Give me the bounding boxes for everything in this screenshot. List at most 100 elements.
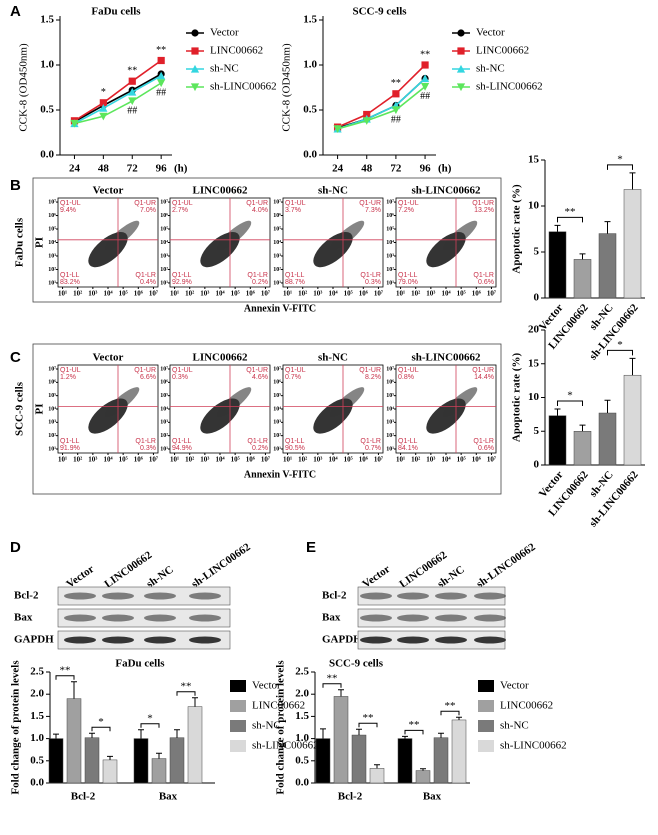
x-tick-label: 10¹ — [170, 290, 179, 298]
bar — [623, 374, 642, 466]
y-tick-label: 5 — [534, 425, 540, 437]
x-tick-label: 10⁵ — [344, 456, 353, 464]
quadrant-label: Q1-LL — [398, 272, 418, 279]
quadrant-percent: 0.3% — [365, 279, 381, 286]
bar — [84, 737, 100, 784]
y-tick-label: 10⁴ — [160, 406, 168, 412]
y-tick-label: 10² — [273, 267, 281, 273]
bar — [623, 189, 642, 299]
series-line — [74, 82, 162, 125]
quadrant-label: Q1-LL — [285, 438, 305, 445]
y-tick-label: 1.5 — [40, 14, 54, 26]
y-tick-label: 10⁴ — [273, 240, 281, 246]
event-cloud — [104, 387, 140, 417]
legend-label: LINC00662 — [500, 700, 553, 712]
error-bar — [629, 357, 636, 376]
error-bar — [579, 424, 586, 432]
quadrant-label: Q1-UR — [359, 367, 381, 374]
row-label: SCC-9 cells — [14, 381, 26, 436]
band — [397, 592, 429, 600]
error-bar — [629, 172, 636, 190]
band — [360, 614, 392, 622]
significance: * — [98, 716, 104, 728]
bar — [573, 259, 592, 299]
y-tick-label: 10⁷ — [160, 199, 168, 205]
quadrant-label: Q1-LR — [360, 438, 381, 445]
point — [128, 97, 137, 106]
y-tick-label: 10² — [48, 433, 56, 439]
y-tick-label: 10⁴ — [273, 406, 281, 412]
quadrant-label: Q1-UL — [398, 367, 419, 374]
legend-swatch — [478, 720, 494, 732]
quadrant-label: Q1-UL — [285, 367, 306, 374]
quadrant-label: Q1-UR — [472, 200, 494, 207]
legend-swatch — [478, 680, 494, 692]
y-tick-label: 10⁵ — [386, 393, 394, 399]
x-tick-label: 10¹ — [396, 290, 405, 298]
band — [435, 614, 467, 622]
legend-marker — [456, 83, 466, 92]
quadrant-label: Q1-LR — [473, 272, 494, 279]
band — [144, 614, 176, 622]
event-cloud — [104, 220, 140, 251]
y-tick-label: 10¹ — [386, 280, 394, 286]
error-bar — [356, 728, 362, 736]
x-tick-label: 10² — [73, 290, 82, 298]
quadrant-percent: 90.5% — [285, 445, 305, 452]
x-tick-label: 96 — [420, 163, 432, 175]
x-tick-label: 10⁵ — [231, 290, 240, 298]
bar — [451, 719, 467, 784]
legend-marker — [190, 83, 200, 92]
y-tick-label: 10⁷ — [273, 366, 281, 372]
legend-label: sh-LINC00662 — [210, 81, 277, 93]
significance: ## — [391, 114, 401, 125]
point — [157, 71, 166, 80]
legend-swatch — [230, 680, 246, 692]
chart-title: FaDu cells — [115, 658, 165, 670]
quadrant-label: Q1-LL — [172, 272, 192, 279]
x-tick-label: 10³ — [88, 456, 97, 464]
significance: ** — [181, 680, 192, 692]
y-tick-label: 10¹ — [160, 446, 168, 452]
y-axis-label: Apoptotic rate (%) — [511, 353, 523, 443]
y-tick-label: 0.5 — [295, 754, 309, 766]
x-tick-label: 72 — [390, 163, 402, 175]
series-line — [74, 73, 162, 123]
point — [363, 110, 371, 119]
quadrant-label: Q1-UR — [134, 367, 156, 374]
error-bar — [456, 716, 462, 720]
x-tick-label: 10⁶ — [134, 456, 143, 464]
bar — [598, 233, 617, 299]
y-tick-label: 2.5 — [30, 666, 44, 678]
series-line — [337, 85, 426, 130]
x-tick-label: 10³ — [426, 456, 435, 464]
quadrant-label: Q1-UL — [60, 200, 81, 207]
event-cloud — [216, 387, 252, 417]
y-axis-label: PI — [34, 237, 46, 248]
error-bar — [107, 755, 113, 760]
y-tick-label: 0.5 — [303, 104, 317, 116]
x-tick-label: 10⁶ — [472, 290, 481, 298]
x-tick-label: 10⁴ — [441, 456, 451, 464]
x-tick-label: 10² — [411, 290, 420, 298]
x-tick-label: Bcl-2 — [71, 791, 96, 803]
row-label: Bcl-2 — [14, 590, 39, 602]
y-tick-label: 10⁷ — [160, 366, 168, 372]
y-tick-label: 5 — [534, 246, 540, 258]
y-tick-label: 10² — [160, 267, 168, 273]
quadrant-percent: 83.2% — [60, 279, 80, 286]
y-tick-label: 10⁴ — [386, 406, 394, 412]
error-bar — [438, 732, 444, 738]
bar — [548, 415, 567, 466]
panel-title: LINC00662 — [192, 185, 248, 197]
x-tick-label: 10⁷ — [374, 456, 383, 464]
quadrant-label: Q1-UR — [246, 367, 268, 374]
band — [102, 592, 134, 600]
legend-marker — [190, 64, 200, 73]
y-tick-label: 10³ — [273, 420, 281, 426]
x-tick-label: 10⁴ — [215, 290, 225, 298]
x-tick-label: 10³ — [313, 456, 322, 464]
y-tick-label: 10⁵ — [48, 393, 56, 399]
y-tick-label: 10⁵ — [160, 226, 168, 232]
y-tick-label: 0.5 — [30, 754, 44, 766]
